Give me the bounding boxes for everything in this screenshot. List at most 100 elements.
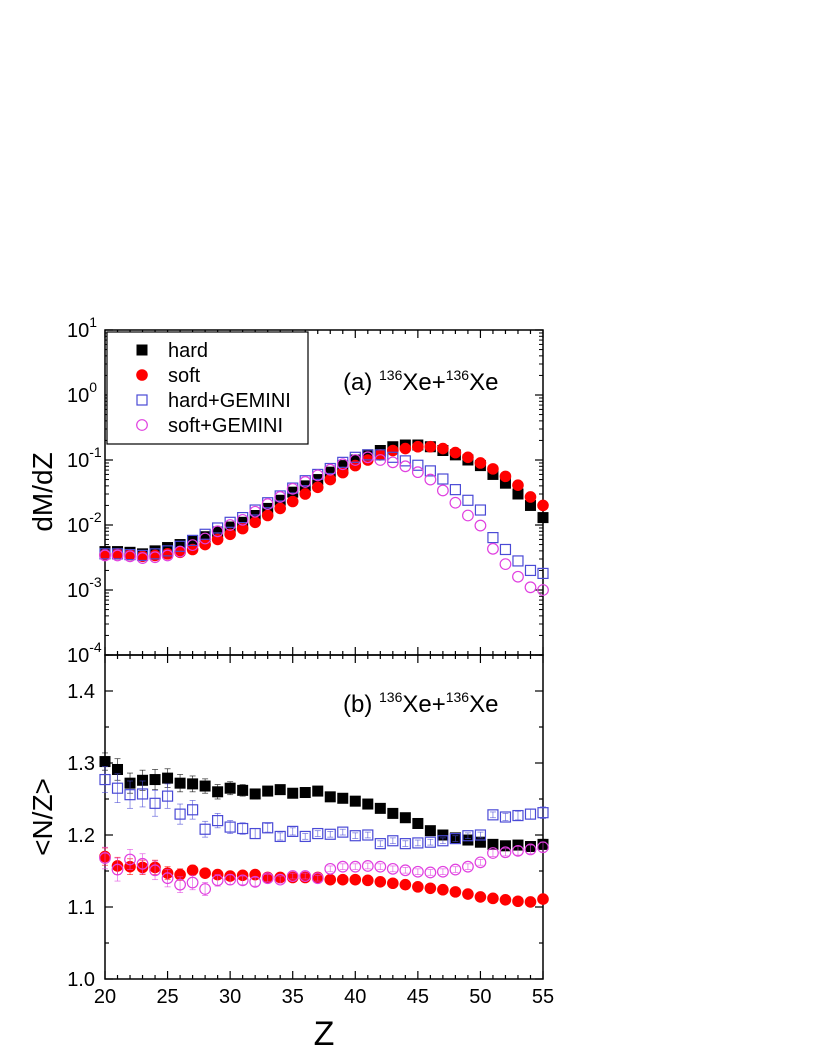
- panel-b-hard-gemini-point: [412, 837, 424, 849]
- panel-a-soft-gemini-point: [261, 498, 274, 510]
- panel-a-soft-gemini-point: [524, 581, 537, 594]
- panel-b-y-tick-label: 1.3: [67, 753, 95, 775]
- panel-a-hard-gemini-point: [387, 451, 399, 463]
- panel-b-hard-point: [312, 785, 324, 797]
- panel-a-soft-gemini-point: [386, 456, 399, 469]
- panel-b-soft-gemini-point: [349, 860, 362, 873]
- legend-soft-label: soft: [168, 365, 201, 387]
- panel-a-soft-gemini-point: [512, 570, 524, 583]
- panel-b-hard-point: [424, 825, 436, 837]
- panel-b-hard-gemini-point: [99, 773, 111, 786]
- panel-b-hard-point: [412, 817, 424, 829]
- panel-a-soft-gemini-point: [462, 509, 474, 522]
- x-axis-title: Z: [314, 1015, 335, 1053]
- panel-b-soft-point: [474, 891, 487, 903]
- panel-b-hard-gemini-point: [474, 829, 487, 841]
- panel-b-hard-point: [337, 792, 349, 804]
- panel-a-hard-point: [287, 486, 299, 498]
- panel-a-soft-gemini-point: [499, 558, 512, 571]
- panel-a-soft-gemini-point: [449, 496, 462, 509]
- panel-b-soft-gemini-point: [211, 874, 224, 887]
- panel-b-soft-gemini-point: [149, 864, 161, 877]
- panel-b-soft-point: [387, 877, 399, 890]
- panel-a-hard-gemini-point: [199, 528, 211, 540]
- panel-a-soft-point: [512, 479, 524, 491]
- panel-b-soft-point: [349, 873, 362, 886]
- panel-b-hard-gemini-point: [161, 790, 174, 802]
- panel-a-soft-point: [286, 495, 299, 508]
- panel-a-points: [99, 439, 549, 596]
- panel-b-soft-point: [449, 886, 462, 898]
- panel-b-hard-gemini-point: [224, 821, 236, 833]
- panel-a-hard-gemini-point: [512, 555, 524, 567]
- panel-a-soft-gemini-point: [274, 491, 287, 503]
- panel-b-hard-gemini-point: [174, 808, 186, 820]
- panel-b-x-tick-label: 50: [469, 986, 491, 1008]
- panel-a-soft-point: [399, 442, 412, 455]
- panel-a-soft-point: [186, 543, 199, 556]
- legend: hard soft hard+GEMINI soft+GEMINI: [106, 331, 309, 445]
- panel-a-hard-point: [262, 502, 274, 514]
- panel-a-y-tick-label: 10-1: [67, 444, 102, 472]
- panel-b-hard-gemini-point: [387, 835, 399, 847]
- panel-a-soft-gemini-point: [111, 549, 124, 562]
- panel-b-y-tick-label: 1.4: [67, 681, 95, 703]
- panel-b-hard-gemini-point: [212, 814, 224, 827]
- panel-a-soft-point: [462, 451, 474, 464]
- legend-hard-gemini-marker: [136, 394, 148, 406]
- panel-b-x-tick-label: 25: [156, 986, 178, 1008]
- panel-b-hard-point: [99, 756, 111, 768]
- panel-a-soft-gemini-point: [286, 482, 299, 495]
- panel-b-soft-gemini-point: [286, 870, 299, 882]
- panel-b-soft-point: [487, 892, 499, 905]
- legend-soft-gemini-marker: [136, 419, 148, 431]
- panel-a-soft-point: [261, 509, 274, 522]
- panel-b-hard-gemini-point: [462, 830, 474, 842]
- panel-a: 10-4 10-3 10-2 10-1 100 101 hard soft hard+GEMI…: [27, 314, 549, 667]
- panel-a-hard-gemini-point: [499, 543, 512, 556]
- panel-b-hard-gemini-point: [274, 830, 286, 843]
- panel-a-soft-point: [174, 546, 186, 559]
- panel-b-soft-gemini-point: [524, 843, 537, 856]
- panel-a-soft-gemini-point: [474, 519, 487, 532]
- panel-b-soft-point: [499, 894, 512, 906]
- panel-b-soft-point: [399, 878, 412, 891]
- panel-a-hard-point: [187, 535, 199, 547]
- panel-b-hard-point: [462, 834, 474, 846]
- panel-a-soft-gemini-point: [487, 542, 499, 555]
- panel-b-hard-gemini-point: [499, 811, 512, 823]
- panel-b-hard-point: [399, 812, 411, 824]
- panel-a-hard-gemini-point: [161, 545, 174, 557]
- panel-a-soft-point: [437, 442, 449, 455]
- panel-b-hard-gemini-point: [149, 797, 161, 809]
- panel-a-hard-gemini-point: [462, 494, 474, 506]
- legend-hard-marker: [136, 344, 148, 356]
- panel-a-soft-gemini-point: [211, 525, 224, 538]
- panel-b-soft-gemini-point: [399, 864, 412, 877]
- panel-a-y-tick-label: 101: [67, 314, 97, 342]
- panel-b-soft-gemini-point: [174, 878, 186, 891]
- panel-b-hard-gemini-point: [399, 838, 411, 850]
- panel-b-soft-point: [186, 864, 199, 877]
- panel-a-hard-gemini-point: [524, 564, 537, 577]
- panel-a-soft-point: [324, 473, 337, 486]
- panel-b-soft-gemini-point: [124, 853, 136, 866]
- panel-a-soft-point: [412, 440, 424, 453]
- panel-a-soft-gemini-point: [336, 458, 349, 471]
- panel-a-hard-gemini-point: [187, 534, 199, 546]
- panel-a-soft-gemini-point: [361, 451, 374, 464]
- panel-b-soft-point: [362, 874, 374, 887]
- panel-a-soft-gemini-point: [424, 473, 437, 486]
- panel-b-soft-gemini-point: [411, 865, 424, 878]
- panel-b-hard-gemini-point: [287, 825, 299, 838]
- panel-a-soft-point: [524, 491, 537, 503]
- panel-a-hard-point: [199, 531, 211, 543]
- panel-a-soft-point: [211, 533, 224, 546]
- panel-b-hard-gemini-point: [512, 809, 524, 822]
- panel-a-hard-gemini-point: [174, 540, 186, 552]
- panel-b-soft-point: [336, 873, 349, 886]
- panel-a-hard-gemini-point: [424, 465, 436, 477]
- panel-b-x-tick-label: 40: [344, 986, 366, 1008]
- panel-b-soft-point: [424, 882, 437, 895]
